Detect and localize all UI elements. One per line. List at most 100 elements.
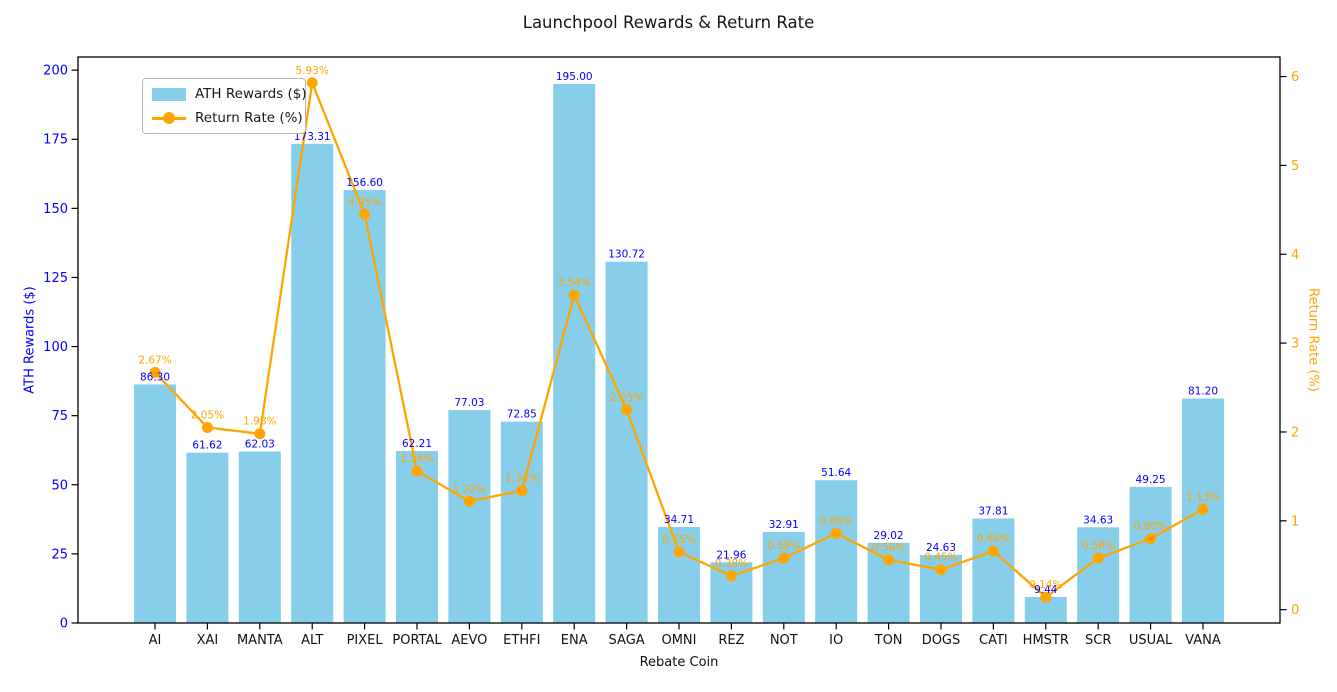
left-axis-tick-label: 125 [43, 271, 68, 286]
return-rate-value-label: 0.14% [1029, 579, 1062, 591]
return-rate-marker [987, 545, 999, 557]
x-tick-label: SCR [1085, 633, 1111, 648]
bar-value-label: 34.63 [1083, 514, 1113, 526]
ath-rewards-bar [762, 532, 805, 623]
left-axis-tick-label: 0 [60, 617, 68, 632]
x-tick-label: USUAL [1129, 633, 1173, 648]
ath-rewards-bar [186, 452, 229, 623]
ath-rewards-bar [343, 190, 386, 623]
return-rate-marker [149, 366, 161, 378]
bar-value-label: 81.20 [1188, 386, 1218, 398]
return-rate-marker [463, 495, 475, 507]
return-rate-value-label: 0.45% [924, 552, 957, 564]
left-axis-tick-label: 200 [43, 64, 68, 79]
x-tick-label: CATI [979, 633, 1008, 648]
right-axis-title: Return Rate (%) [1305, 288, 1321, 392]
chart-title: Launchpool Rewards & Return Rate [522, 13, 815, 32]
right-axis-tick-label: 4 [1291, 248, 1299, 263]
ath-rewards-bar [815, 480, 858, 623]
ath-rewards-bar [448, 410, 491, 623]
bar-value-label: 156.60 [346, 177, 383, 189]
bar-value-label: 34.71 [664, 514, 694, 526]
ath-rewards-bar [1077, 527, 1120, 623]
ath-rewards-bar [291, 143, 334, 623]
bar-value-label: 72.85 [507, 409, 537, 421]
legend-label: Return Rate (%) [195, 110, 303, 126]
bar-value-label: 130.72 [608, 249, 645, 261]
x-tick-label: VANA [1185, 633, 1221, 648]
left-axis-tick-label: 50 [51, 478, 68, 493]
legend-line-marker-icon [152, 111, 186, 125]
return-rate-value-label: 1.22% [453, 483, 486, 495]
legend-bar-swatch-icon [152, 87, 186, 101]
legend-label: ATH Rewards ($) [195, 86, 307, 102]
return-rate-marker [621, 404, 633, 416]
right-axis-tick-label: 5 [1291, 159, 1299, 174]
ath-rewards-bar [972, 518, 1015, 623]
return-rate-marker [359, 208, 371, 220]
bar-value-label: 173.31 [294, 131, 331, 143]
bar-value-label: 195.00 [556, 71, 593, 83]
bar-value-label: 77.03 [454, 397, 484, 409]
return-rate-marker [568, 289, 580, 301]
x-tick-label: MANTA [237, 633, 283, 648]
x-tick-label: OMNI [661, 633, 696, 648]
bar-value-label: 32.91 [769, 519, 799, 531]
bar-value-label: 24.63 [926, 542, 956, 554]
return-rate-marker [830, 527, 842, 539]
x-tick-label: PORTAL [392, 633, 442, 648]
legend-item-ath-rewards: ATH Rewards ($) [152, 86, 307, 102]
legend: ATH Rewards ($) Return Rate (%) [142, 78, 307, 134]
bar-value-label: 37.81 [978, 505, 1008, 517]
x-tick-label: ENA [561, 633, 588, 648]
x-tick-label: SAGA [609, 633, 645, 648]
x-tick-label: ALT [301, 633, 323, 648]
bar-value-label: 86.30 [140, 371, 170, 383]
bar-value-label: 9.44 [1034, 584, 1058, 596]
x-axis-title: Rebate Coin [639, 655, 719, 670]
x-tick-label: PIXEL [347, 633, 384, 648]
bar-value-label: 49.25 [1136, 474, 1166, 486]
bar-value-label: 29.02 [874, 530, 904, 542]
return-rate-marker [1040, 591, 1052, 603]
left-axis-tick-label: 175 [43, 133, 68, 148]
return-rate-marker [778, 552, 790, 564]
ath-rewards-bar [658, 527, 700, 623]
return-rate-value-label: 0.86% [820, 515, 853, 527]
ath-rewards-bar [1129, 486, 1172, 623]
return-rate-value-label: 0.58% [1082, 540, 1115, 552]
return-rate-value-label: 1.34% [505, 473, 538, 485]
bar-value-label: 62.21 [402, 438, 432, 450]
return-rate-marker [1145, 533, 1157, 545]
return-rate-value-label: 1.98% [243, 416, 276, 428]
left-axis-title: ATH Rewards ($) [22, 286, 38, 394]
return-rate-value-label: 0.38% [715, 558, 748, 570]
bar-value-label: 61.62 [192, 440, 222, 452]
return-rate-value-label: 2.67% [138, 354, 171, 366]
x-tick-label: TON [874, 633, 903, 648]
return-rate-value-label: 0.65% [662, 534, 695, 546]
left-axis-tick-label: 100 [43, 340, 68, 355]
right-axis-tick-label: 0 [1291, 603, 1299, 618]
return-rate-marker [306, 77, 318, 89]
legend-item-return-rate: Return Rate (%) [152, 110, 303, 126]
return-rate-marker [201, 422, 213, 434]
return-rate-value-label: 0.66% [977, 533, 1010, 545]
return-rate-value-label: 2.25% [610, 392, 643, 404]
ath-rewards-bar [396, 451, 439, 623]
left-axis-tick-label: 25 [51, 547, 68, 562]
return-rate-marker [673, 546, 685, 558]
right-axis-tick-label: 3 [1291, 337, 1299, 352]
return-rate-value-label: 3.54% [558, 277, 591, 289]
return-rate-value-label: 0.80% [1134, 521, 1167, 533]
ath-rewards-bar [238, 451, 281, 623]
left-axis-tick-label: 150 [43, 202, 68, 217]
return-rate-marker [411, 465, 423, 477]
x-tick-label: REZ [718, 633, 744, 648]
return-rate-marker [1092, 552, 1104, 564]
x-tick-label: IO [829, 633, 843, 648]
ath-rewards-bar [553, 83, 596, 623]
x-tick-label: AEVO [451, 633, 487, 648]
